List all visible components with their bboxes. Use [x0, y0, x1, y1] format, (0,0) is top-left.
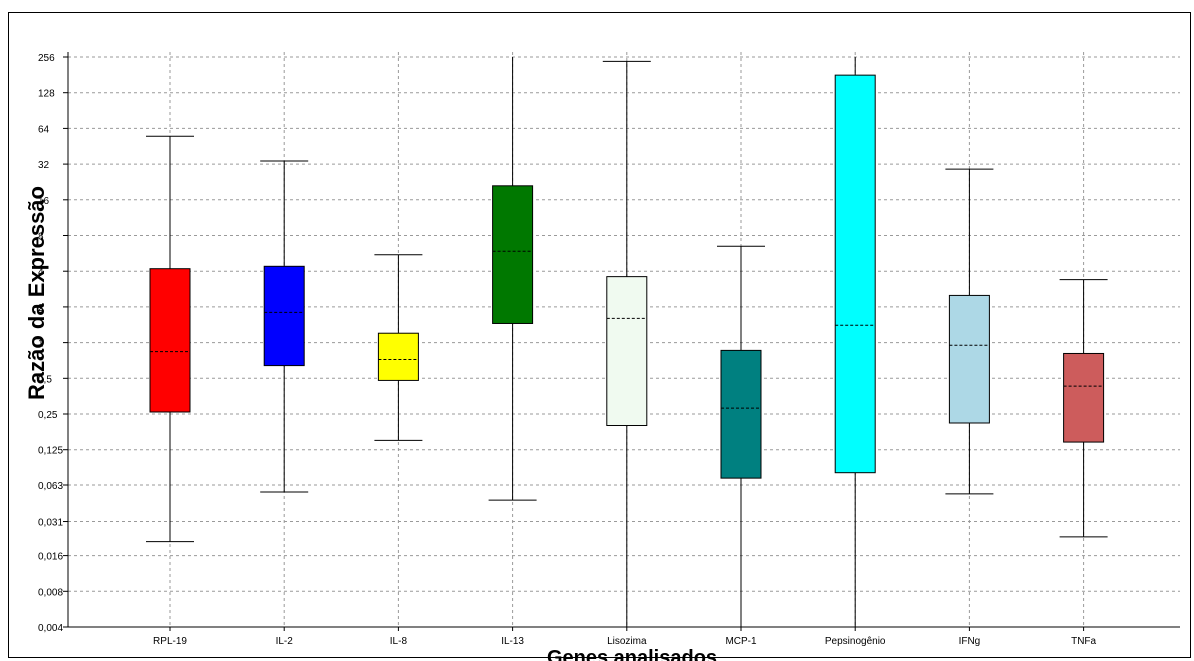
box-pepsinogênio [834, 57, 876, 627]
box-layer [146, 57, 1108, 627]
box-iqr [377, 332, 419, 381]
x-tick-label: IL-2 [276, 636, 294, 647]
chart-frame [8, 12, 1191, 658]
y-tick-label: 4 [38, 267, 44, 278]
box-iqr [606, 276, 648, 427]
box-il-13 [488, 57, 537, 501]
y-tick-label: 0,25 [38, 410, 58, 421]
y-tick-label: 128 [38, 89, 55, 100]
y-tick-label: 0,063 [38, 481, 63, 492]
y-tick-label: 1 [38, 339, 44, 350]
y-tick-label: 0,031 [38, 518, 63, 529]
grid-layer [68, 52, 1180, 628]
box-il-8 [374, 254, 423, 441]
box-mcp-1 [717, 245, 765, 627]
y-tick-label: 0,125 [38, 446, 63, 457]
y-tick-label: 256 [38, 53, 55, 64]
box-iqr [149, 268, 191, 413]
box-tnfa [1059, 279, 1108, 538]
x-tick-label: IL-8 [390, 636, 408, 647]
box-il-2 [260, 160, 309, 493]
x-tick-label: RPL-19 [153, 636, 187, 647]
x-tick-label: Lisozima [607, 636, 647, 647]
box-iqr [492, 185, 534, 324]
x-tick-label: Pepsinogênio [825, 636, 886, 647]
x-tick-label: MCP-1 [725, 636, 757, 647]
y-tick-label: 32 [38, 160, 50, 171]
y-tick-label: 0,004 [38, 623, 63, 634]
box-lisozima [602, 60, 651, 627]
y-tick-label: 8 [38, 232, 44, 243]
box-iqr [948, 294, 990, 424]
x-tick-label: IFNg [959, 636, 981, 647]
x-tick-label: IL-13 [501, 636, 524, 647]
y-tick-label: 0,5 [38, 374, 52, 385]
y-tick-label: 0,016 [38, 552, 63, 563]
y-tick-label: 2 [38, 303, 44, 314]
y-tick-label: 64 [38, 124, 50, 135]
box-iqr [1063, 352, 1105, 443]
box-iqr [834, 74, 876, 474]
box-iqr [263, 265, 305, 367]
y-tick-label: 0,008 [38, 587, 63, 598]
box-iqr [720, 349, 762, 479]
box-rpl-19 [146, 135, 194, 543]
y-tick-label: 16 [38, 196, 50, 207]
y-axis-label: Razão da Expressão [24, 186, 49, 400]
box-ifng [945, 168, 994, 495]
x-axis-label: Genes analisados [547, 647, 717, 661]
x-tick-label: TNFa [1071, 636, 1096, 647]
axis-layer: 256 128 64 32 16 8 4 2 1 0,5 0,25 0,125 0,063 0,031 0,… [38, 52, 1180, 647]
